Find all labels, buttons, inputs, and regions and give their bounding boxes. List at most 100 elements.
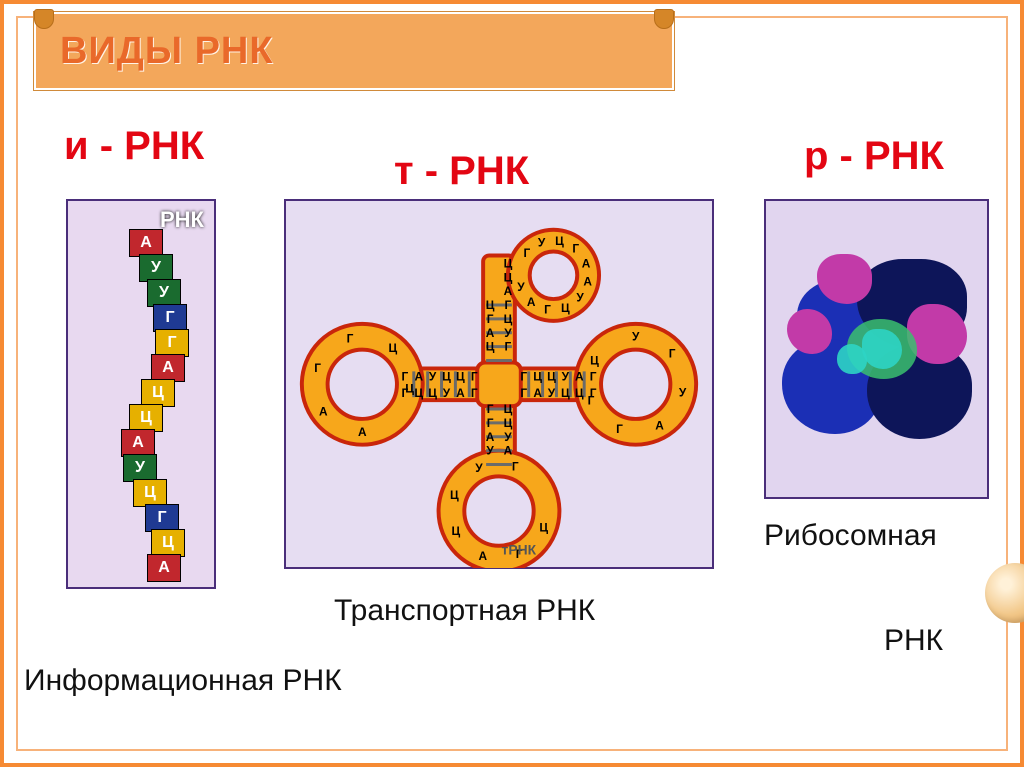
svg-text:А: А xyxy=(486,326,495,340)
title-banner: ВИДЫ РНК xyxy=(34,12,674,90)
svg-text:Г: Г xyxy=(314,361,321,375)
svg-text:А: А xyxy=(527,295,536,309)
svg-text:Г: Г xyxy=(590,386,597,400)
svg-text:Г: Г xyxy=(524,246,531,260)
svg-text:А: А xyxy=(456,386,465,400)
mrna-segment: А xyxy=(147,554,181,582)
mrna-segment: У xyxy=(123,454,157,482)
svg-text:Г: Г xyxy=(505,340,512,354)
svg-text:Г: Г xyxy=(402,386,409,400)
svg-text:Г: Г xyxy=(616,422,623,436)
svg-text:У: У xyxy=(475,461,483,475)
svg-text:А: А xyxy=(358,425,367,439)
svg-text:Ц: Ц xyxy=(504,270,513,284)
svg-text:Ц: Ц xyxy=(428,386,437,400)
svg-text:Ц: Ц xyxy=(575,386,584,400)
mrna-segment: Ц xyxy=(133,479,167,507)
svg-text:А: А xyxy=(486,430,495,444)
svg-text:Ц: Ц xyxy=(486,298,495,312)
svg-text:Ц: Ц xyxy=(450,488,459,502)
svg-text:Ц: Ц xyxy=(547,369,556,383)
mrna-segment: У xyxy=(139,254,173,282)
svg-text:Г: Г xyxy=(520,369,527,383)
svg-text:Ц: Ц xyxy=(414,386,423,400)
mrna-segment: Г xyxy=(153,304,187,332)
mrna-segment: Ц xyxy=(151,529,185,557)
svg-text:Г: Г xyxy=(471,369,478,383)
svg-text:Г: Г xyxy=(471,386,478,400)
mrna-segment: У xyxy=(147,279,181,307)
svg-text:Ц: Ц xyxy=(452,524,461,538)
mrna-segment: А xyxy=(151,354,185,382)
svg-text:А: А xyxy=(575,369,584,383)
subtitle-rrna: р - РНК xyxy=(804,134,944,179)
svg-text:А: А xyxy=(655,418,664,432)
svg-text:А: А xyxy=(414,369,423,383)
mrna-segment: А xyxy=(121,429,155,457)
svg-text:Г: Г xyxy=(520,386,527,400)
mrna-panel: РНК АУУГГАЦЦАУЦГЦА xyxy=(66,199,216,589)
svg-text:Ц: Ц xyxy=(504,256,513,270)
rrna-structure xyxy=(777,249,977,449)
subtitle-mrna: и - РНК xyxy=(64,124,204,169)
svg-text:Г: Г xyxy=(590,369,597,383)
svg-text:Г: Г xyxy=(572,242,579,256)
svg-text:У: У xyxy=(517,280,525,294)
svg-text:Г: Г xyxy=(487,312,494,326)
svg-text:У: У xyxy=(538,236,546,250)
svg-text:Ц: Ц xyxy=(504,402,513,416)
mrna-segment: А xyxy=(129,229,163,257)
svg-text:Г: Г xyxy=(544,302,551,316)
svg-text:У: У xyxy=(576,291,584,305)
svg-text:Ц: Ц xyxy=(555,234,564,248)
caption-trna: Транспортная РНК xyxy=(334,594,595,628)
svg-text:А: А xyxy=(583,274,592,288)
svg-text:У: У xyxy=(562,369,570,383)
rrna-panel xyxy=(764,199,989,499)
svg-text:Ц: Ц xyxy=(504,312,513,326)
svg-text:У: У xyxy=(429,369,437,383)
svg-text:У: У xyxy=(504,430,512,444)
svg-text:А: А xyxy=(319,405,328,419)
mrna-segment: Ц xyxy=(141,379,175,407)
svg-text:Ц: Ц xyxy=(539,520,548,534)
rrna-blob-part xyxy=(862,329,902,369)
rrna-blob-part xyxy=(837,344,867,374)
subtitle-trna: т - РНК xyxy=(394,149,529,194)
svg-text:Г: Г xyxy=(669,347,676,361)
svg-text:Г: Г xyxy=(505,298,512,312)
mrna-segment: Ц xyxy=(129,404,163,432)
caption-mrna: Информационная РНК xyxy=(24,664,342,698)
mrna-label: РНК xyxy=(160,207,204,233)
trna-panel: ГУЦГААУЦГАУУГУАГГЦААГГЦЦЦГАЦЦУГГГЦАЦУУЦА… xyxy=(284,199,714,569)
svg-text:А: А xyxy=(478,549,487,563)
mrna-segment: Г xyxy=(145,504,179,532)
svg-text:Ц: Ц xyxy=(389,341,398,355)
svg-text:Ц: Ц xyxy=(442,369,451,383)
svg-text:Г: Г xyxy=(487,416,494,430)
trna-cloverleaf: ГУЦГААУЦГАУУГУАГГЦААГГЦЦЦГАЦЦУГГГЦАЦУУЦА… xyxy=(286,201,712,568)
svg-text:А: А xyxy=(504,284,513,298)
svg-text:Г: Г xyxy=(512,459,519,473)
caption-rrna1: Рибосомная xyxy=(764,519,937,553)
svg-text:У: У xyxy=(548,386,556,400)
svg-text:Ц: Ц xyxy=(533,369,542,383)
svg-text:Ц: Ц xyxy=(590,353,599,367)
svg-text:У: У xyxy=(504,326,512,340)
svg-text:Ц: Ц xyxy=(561,301,570,315)
svg-text:А: А xyxy=(504,444,513,458)
svg-text:А: А xyxy=(533,386,542,400)
svg-text:Ц: Ц xyxy=(561,386,570,400)
trna-small-label: тРНК xyxy=(502,542,537,558)
svg-text:У: У xyxy=(632,330,640,344)
svg-text:Ц: Ц xyxy=(504,416,513,430)
svg-text:У: У xyxy=(443,386,451,400)
rrna-blob-part xyxy=(787,309,832,354)
caption-rrna2: РНК xyxy=(884,624,943,658)
page-title: ВИДЫ РНК xyxy=(60,30,274,73)
svg-text:У: У xyxy=(486,444,494,458)
svg-text:Ц: Ц xyxy=(456,369,465,383)
mrna-segment: Г xyxy=(155,329,189,357)
svg-text:Г: Г xyxy=(347,331,354,345)
svg-text:Ц: Ц xyxy=(486,340,495,354)
